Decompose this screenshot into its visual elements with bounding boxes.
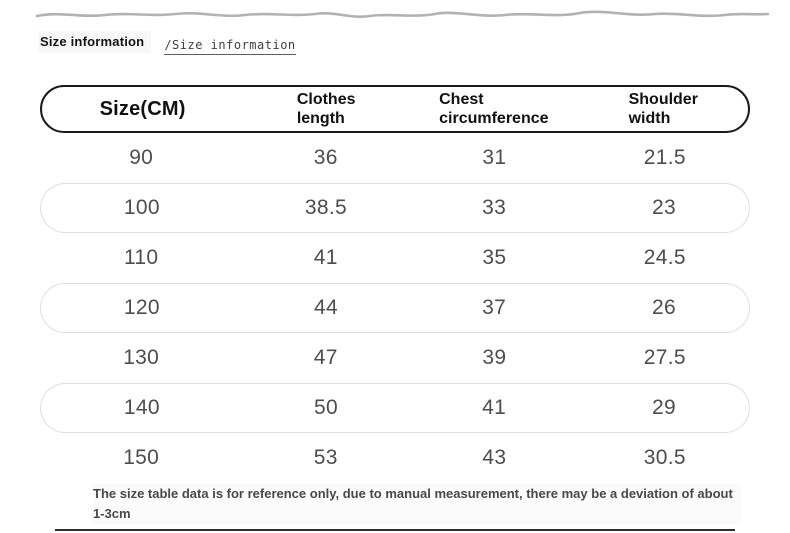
cell-clothes-length: 41 xyxy=(313,246,338,269)
cell-shoulder-width: 27.5 xyxy=(643,346,686,369)
measurement-disclaimer-note: The size table data is for reference onl… xyxy=(93,484,741,525)
cell-size: 130 xyxy=(123,346,160,369)
header-clothes-length-label: Clothes length xyxy=(297,90,356,128)
size-table: Size(CM) Clothes length Chest circumfere… xyxy=(40,85,750,483)
header-chest-line1: Chest xyxy=(439,90,484,108)
cell-shoulder-width: 24.5 xyxy=(643,246,686,269)
cell-size: 100 xyxy=(123,196,160,219)
wavy-divider-line xyxy=(35,5,770,23)
cell-chest-circumference: 43 xyxy=(482,446,507,469)
header-chest-circumference: Chest circumference xyxy=(409,90,578,128)
cell-size: 90 xyxy=(129,146,154,169)
header-clothes-length: Clothes length xyxy=(243,90,409,128)
cell-chest-circumference: 37 xyxy=(482,296,507,319)
header-size-cm-label: Size(CM) xyxy=(99,97,186,120)
cell-shoulder-width: 29 xyxy=(652,396,676,419)
cell-chest-circumference: 35 xyxy=(482,246,507,269)
header-shoulder-line2: width xyxy=(628,110,671,127)
header-shoulder-width-label: Shoulder width xyxy=(629,90,698,128)
bottom-divider xyxy=(55,529,735,531)
header-clothes-line1: Clothes xyxy=(296,90,356,108)
cell-clothes-length: 36 xyxy=(313,146,338,169)
table-row-90: 90 36 31 21.5 xyxy=(40,133,750,183)
table-row-150: 150 53 43 30.5 xyxy=(40,433,750,483)
wavy-line-path xyxy=(35,10,770,18)
cell-clothes-length: 53 xyxy=(313,446,338,469)
table-row-130: 130 47 39 27.5 xyxy=(40,333,750,383)
cell-clothes-length: 47 xyxy=(313,346,338,369)
cell-size: 150 xyxy=(123,446,160,469)
cell-chest-circumference: 33 xyxy=(482,196,507,219)
cell-size: 140 xyxy=(123,396,160,419)
section-title: Size information xyxy=(38,31,152,53)
cell-clothes-length: 38.5 xyxy=(304,196,347,219)
header-shoulder-line1: Shoulder xyxy=(628,90,698,108)
cell-size: 110 xyxy=(123,246,159,269)
cell-chest-circumference: 31 xyxy=(482,146,507,169)
wavy-line-svg xyxy=(35,10,770,18)
table-row-120: 120 44 37 26 xyxy=(40,283,750,333)
header-size-cm: Size(CM) xyxy=(42,98,243,121)
cell-shoulder-width: 30.5 xyxy=(643,446,686,469)
header-shoulder-width: Shoulder width xyxy=(579,90,748,128)
table-row-140: 140 50 41 29 xyxy=(40,383,750,433)
cell-shoulder-width: 21.5 xyxy=(643,146,686,169)
cell-clothes-length: 44 xyxy=(313,296,338,319)
cell-shoulder-width: 23 xyxy=(652,196,676,219)
table-row-100: 100 38.5 33 23 xyxy=(40,183,750,233)
header-chest-circumference-label: Chest circumference xyxy=(439,90,548,128)
breadcrumb: Size information /Size information xyxy=(38,31,296,55)
table-header-row: Size(CM) Clothes length Chest circumfere… xyxy=(40,85,750,133)
cell-chest-circumference: 41 xyxy=(482,396,507,419)
header-chest-line2: circumference xyxy=(439,110,549,127)
header-clothes-line2: length xyxy=(296,110,345,127)
cell-size: 120 xyxy=(123,296,160,319)
section-title-path: /Size information xyxy=(164,38,296,55)
cell-shoulder-width: 26 xyxy=(652,296,676,319)
cell-chest-circumference: 39 xyxy=(482,346,507,369)
table-row-110: 110 41 35 24.5 xyxy=(40,233,750,283)
cell-clothes-length: 50 xyxy=(313,396,338,419)
